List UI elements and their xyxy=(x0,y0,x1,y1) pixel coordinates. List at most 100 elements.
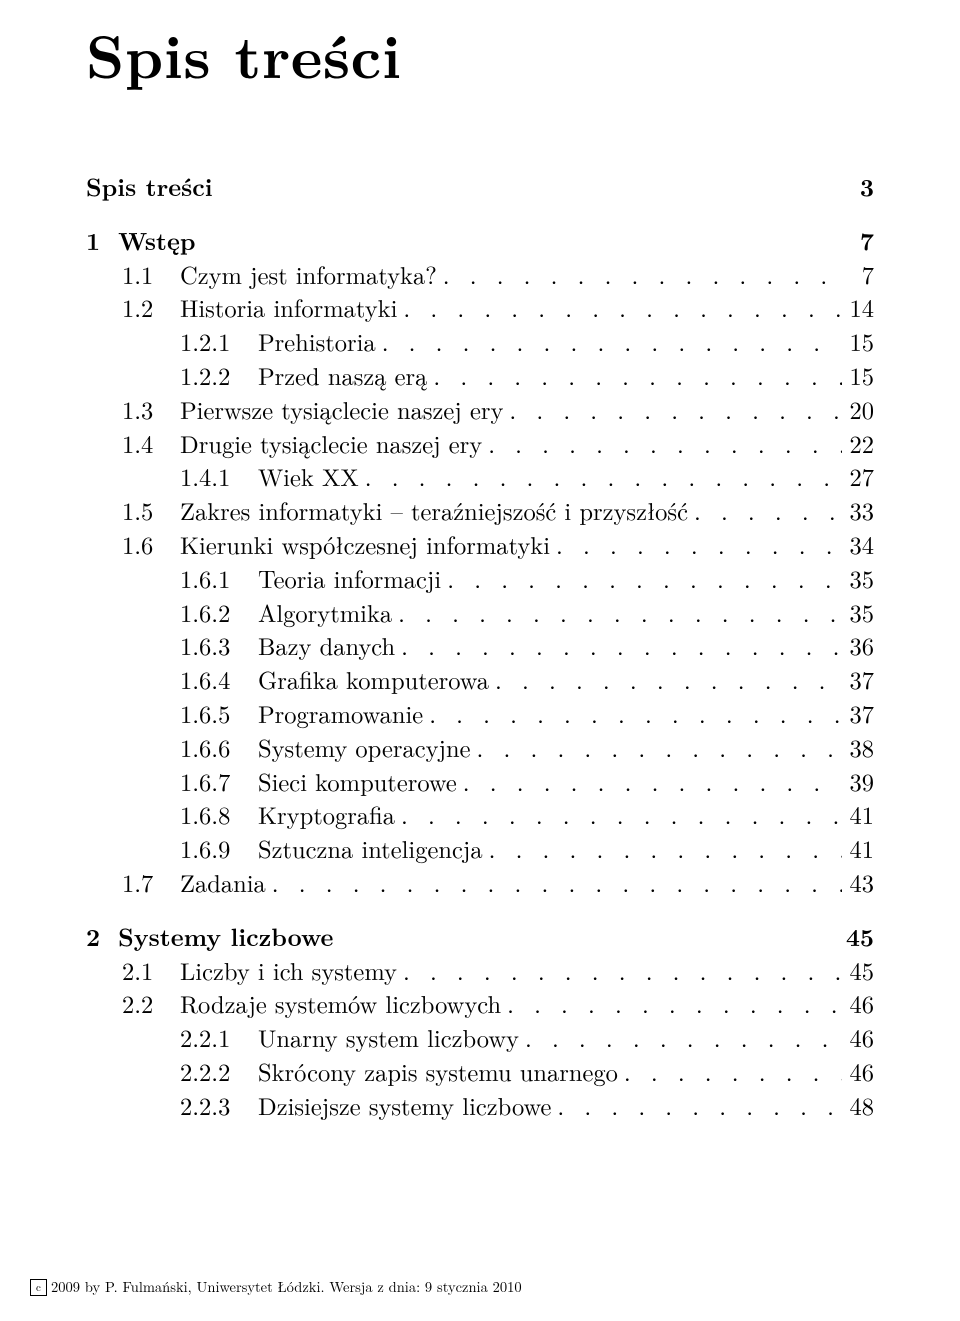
toc-leader-dots xyxy=(482,427,842,461)
toc-entry-label: Spis treści xyxy=(86,170,213,204)
toc-entry-number: 1.6.7 xyxy=(180,765,258,799)
toc-entry-number: 1.2.1 xyxy=(180,325,258,359)
toc-leader-dots xyxy=(503,393,842,427)
toc-entry-number: 1 xyxy=(86,224,100,258)
toc-leader-dots xyxy=(441,562,842,596)
toc-entry: 1.6.8 Kryptografia 41 xyxy=(86,798,874,832)
toc-entry-label: Kryptografia xyxy=(258,798,395,832)
toc-entry-page: 46 xyxy=(842,1055,874,1089)
toc-entry-label: Wiek XX xyxy=(258,460,359,494)
toc-entry-page: 15 xyxy=(842,325,874,359)
toc-entry-page: 22 xyxy=(842,427,874,461)
toc-entry-page: 46 xyxy=(842,987,874,1021)
toc-entry: 2 Systemy liczbowe 45 xyxy=(86,920,874,954)
toc-entry: 1.6.7 Sieci komputerowe 39 xyxy=(86,765,874,799)
toc-entry-label: Systemy operacyjne xyxy=(258,731,471,765)
toc-entry-page: 45 xyxy=(842,920,874,954)
toc-leader-dots xyxy=(483,832,842,866)
toc-entry-label: Dzisiejsze systemy liczbowe xyxy=(258,1089,551,1123)
toc-entry-label: Liczby i ich systemy xyxy=(180,954,397,988)
toc-entry: 1.4 Drugie tysiąclecie naszej ery 22 xyxy=(86,427,874,461)
toc-entry-label: Drugie tysiąclecie naszej ery xyxy=(180,427,482,461)
toc-leader-dots xyxy=(376,325,842,359)
toc-entry-number: 1.6.2 xyxy=(180,596,258,630)
toc-entry-label: Przed naszą erą xyxy=(258,359,427,393)
toc-entry: 2.2 Rodzaje systemów liczbowych 46 xyxy=(86,987,874,1021)
toc-entry-label: Systemy liczbowe xyxy=(100,920,333,954)
table-of-contents: Spis treści31 Wstęp71.1 Czym jest inform… xyxy=(86,170,874,1123)
toc-leader-dots xyxy=(395,798,842,832)
toc-entry-page: 41 xyxy=(842,832,874,866)
toc-entry-page: 37 xyxy=(842,663,874,697)
toc-leader-dots xyxy=(519,1021,842,1055)
toc-entry-number: 1.6.9 xyxy=(180,832,258,866)
toc-entry: 2.2.2 Skrócony zapis systemu unarnego46 xyxy=(86,1055,874,1089)
toc-entry: 1.7 Zadania43 xyxy=(86,866,874,900)
toc-entry-label: Bazy danych xyxy=(258,629,395,663)
toc-entry-page: 20 xyxy=(842,393,874,427)
toc-entry-number: 1.6.6 xyxy=(180,731,258,765)
toc-entry: 1.6.2 Algorytmika35 xyxy=(86,596,874,630)
toc-entry-label: Czym jest informatyka? xyxy=(180,258,437,292)
toc-entry-label: Teoria informacji xyxy=(258,562,441,596)
toc-entry: 1.6.9 Sztuczna inteligencja41 xyxy=(86,832,874,866)
toc-leader-dots xyxy=(359,460,842,494)
toc-entry-number: 1.3 xyxy=(122,393,180,427)
toc-entry-number: 2 xyxy=(86,920,100,954)
footer: c 2009 by P. Fulmański, Uniwersytet Łódz… xyxy=(30,1277,522,1297)
toc-entry-page: 33 xyxy=(842,494,874,528)
toc-entry: Spis treści3 xyxy=(86,170,874,204)
toc-entry-page: 45 xyxy=(842,954,874,988)
toc-entry-label: Skrócony zapis systemu unarnego xyxy=(258,1055,618,1089)
toc-entry-label: Grafika komputerowa xyxy=(258,663,489,697)
toc-entry-page: 37 xyxy=(842,697,874,731)
toc-entry-number: 1.4.1 xyxy=(180,460,258,494)
toc-entry-page: 38 xyxy=(842,731,874,765)
toc-entry-label: Prehistoria xyxy=(258,325,376,359)
toc-entry: 1.1 Czym jest informatyka? 7 xyxy=(86,258,874,292)
toc-entry-number: 2.1 xyxy=(122,954,180,988)
toc-entry-label: Algorytmika xyxy=(258,596,392,630)
toc-leader-dots xyxy=(392,596,842,630)
page-title: Spis treści xyxy=(86,10,874,96)
toc-leader-dots xyxy=(395,629,842,663)
toc-entry-page: 7 xyxy=(842,224,874,258)
toc-entry-page: 48 xyxy=(842,1089,874,1123)
toc-entry: 1.6.4 Grafika komputerowa37 xyxy=(86,663,874,697)
toc-entry-page: 14 xyxy=(842,291,874,325)
toc-entry-number: 1.6 xyxy=(122,528,180,562)
footer-text: 2009 by P. Fulmański, Uniwersytet Łódzki… xyxy=(51,1277,522,1297)
toc-leader-dots xyxy=(397,291,842,325)
toc-entry-page: 34 xyxy=(842,528,874,562)
toc-entry-page: 36 xyxy=(842,629,874,663)
toc-entry-label: Zadania xyxy=(180,866,266,900)
toc-entry-number: 1.6.8 xyxy=(180,798,258,832)
toc-entry-label: Sieci komputerowe xyxy=(258,765,457,799)
toc-entry: 1.6.6 Systemy operacyjne 38 xyxy=(86,731,874,765)
toc-entry-label: Pierwsze tysiąclecie naszej ery xyxy=(180,393,503,427)
toc-entry-number: 1.7 xyxy=(122,866,180,900)
toc-leader-dots xyxy=(688,494,842,528)
toc-entry-page: 41 xyxy=(842,798,874,832)
toc-entry-label: Rodzaje systemów liczbowych xyxy=(180,987,501,1021)
toc-entry: 1.5 Zakres informatyki – teraźniejszość … xyxy=(86,494,874,528)
toc-entry-page: 39 xyxy=(842,765,874,799)
toc-entry-number: 2.2 xyxy=(122,987,180,1021)
toc-entry: 2.1 Liczby i ich systemy 45 xyxy=(86,954,874,988)
toc-leader-dots xyxy=(550,528,842,562)
toc-leader-dots xyxy=(437,258,842,292)
toc-entry-page: 27 xyxy=(842,460,874,494)
toc-leader-dots xyxy=(551,1089,842,1123)
toc-leader-dots xyxy=(618,1055,842,1089)
toc-entry-label: Zakres informatyki – teraźniejszość i pr… xyxy=(180,494,688,528)
page: Spis treści Spis treści31 Wstęp71.1 Czym… xyxy=(0,0,960,1321)
toc-entry-number: 1.1 xyxy=(122,258,180,292)
toc-leader-dots xyxy=(489,663,842,697)
toc-entry: 2.2.3 Dzisiejsze systemy liczbowe48 xyxy=(86,1089,874,1123)
toc-entry-number: 1.4 xyxy=(122,427,180,461)
toc-entry-page: 7 xyxy=(842,258,874,292)
toc-entry-number: 1.6.1 xyxy=(180,562,258,596)
toc-leader-dots xyxy=(427,359,842,393)
toc-leader-dots xyxy=(457,765,842,799)
toc-entry-number: 1.6.5 xyxy=(180,697,258,731)
